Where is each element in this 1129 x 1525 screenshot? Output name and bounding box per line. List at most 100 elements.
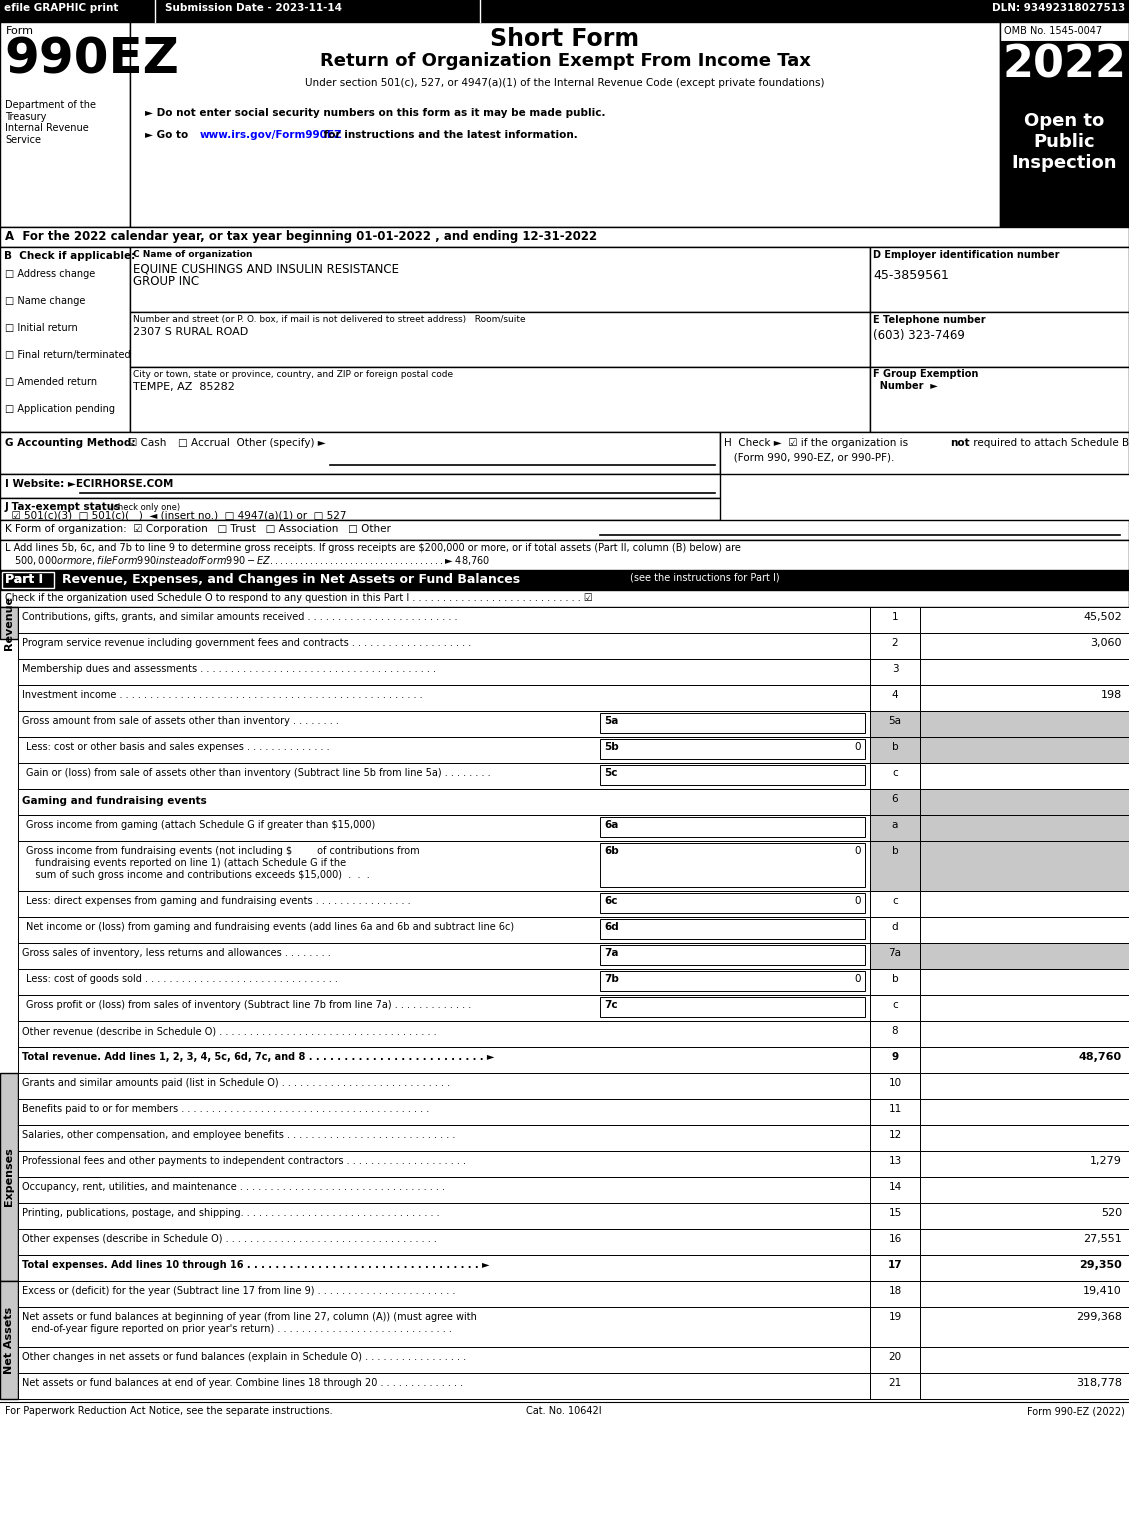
- Text: 29,350: 29,350: [1079, 1260, 1122, 1270]
- Text: Occupancy, rent, utilities, and maintenance . . . . . . . . . . . . . . . . . . : Occupancy, rent, utilities, and maintena…: [21, 1182, 445, 1193]
- Text: Other changes in net assets or fund balances (explain in Schedule O) . . . . . .: Other changes in net assets or fund bala…: [21, 1353, 466, 1362]
- Text: (see the instructions for Part I): (see the instructions for Part I): [630, 573, 780, 583]
- Bar: [870, 1203, 920, 1229]
- Bar: [18, 1347, 870, 1372]
- Text: Cat. No. 10642I: Cat. No. 10642I: [526, 1406, 602, 1417]
- Text: OMB No. 1545-0047: OMB No. 1545-0047: [1004, 26, 1102, 37]
- Text: Number  ►: Number ►: [873, 381, 938, 390]
- Text: 2022: 2022: [1003, 43, 1126, 85]
- Bar: [0, 474, 720, 499]
- Bar: [920, 737, 1129, 762]
- Bar: [920, 762, 1129, 788]
- Bar: [18, 1281, 870, 1307]
- Bar: [870, 994, 920, 1022]
- Bar: [870, 607, 920, 633]
- Bar: [920, 994, 1129, 1022]
- Text: I Website: ►ECIRHORSE.COM: I Website: ►ECIRHORSE.COM: [5, 479, 174, 490]
- Bar: [0, 227, 1129, 247]
- Bar: [18, 1022, 870, 1048]
- Text: 198: 198: [1101, 689, 1122, 700]
- Text: 3,060: 3,060: [1091, 637, 1122, 648]
- Text: www.irs.gov/Form990EZ: www.irs.gov/Form990EZ: [200, 130, 342, 140]
- Text: Number and street (or P. O. box, if mail is not delivered to street address)   R: Number and street (or P. O. box, if mail…: [133, 316, 526, 323]
- Bar: [1000, 107, 1129, 227]
- Text: 6a: 6a: [604, 820, 619, 830]
- Text: 2: 2: [892, 637, 899, 648]
- Text: 5a: 5a: [889, 717, 901, 726]
- Text: 6b: 6b: [604, 846, 619, 856]
- Text: efile GRAPHIC print: efile GRAPHIC print: [5, 3, 119, 14]
- Text: 18: 18: [889, 1286, 902, 1296]
- Bar: [870, 247, 1129, 313]
- Bar: [18, 633, 870, 659]
- Bar: [870, 840, 920, 891]
- Text: D Employer identification number: D Employer identification number: [873, 250, 1059, 259]
- Bar: [0, 540, 1129, 570]
- Bar: [18, 1151, 870, 1177]
- Text: 3: 3: [892, 663, 899, 674]
- Text: 6c: 6c: [604, 897, 618, 906]
- Text: Grants and similar amounts paid (list in Schedule O) . . . . . . . . . . . . . .: Grants and similar amounts paid (list in…: [21, 1078, 450, 1087]
- Text: 0: 0: [855, 974, 861, 984]
- Bar: [0, 499, 720, 520]
- Bar: [599, 714, 865, 734]
- Bar: [870, 762, 920, 788]
- Text: □ Amended return: □ Amended return: [5, 377, 97, 387]
- Bar: [18, 1229, 870, 1255]
- Text: $500,000 or more, file Form 990 instead of Form 990-EZ . . . . . . . . . . . . .: $500,000 or more, file Form 990 instead …: [5, 554, 490, 567]
- Bar: [2, 572, 54, 589]
- Bar: [599, 997, 865, 1017]
- Text: Less: cost of goods sold . . . . . . . . . . . . . . . . . . . . . . . . . . . .: Less: cost of goods sold . . . . . . . .…: [26, 974, 338, 984]
- Text: 7a: 7a: [889, 949, 901, 958]
- Bar: [920, 633, 1129, 659]
- Text: G Accounting Method:: G Accounting Method:: [5, 438, 135, 448]
- Text: 5a: 5a: [604, 717, 619, 726]
- Bar: [18, 1100, 870, 1125]
- Text: Professional fees and other payments to independent contractors . . . . . . . . : Professional fees and other payments to …: [21, 1156, 466, 1167]
- Text: Gross sales of inventory, less returns and allowances . . . . . . . .: Gross sales of inventory, less returns a…: [21, 949, 331, 958]
- Text: 1,279: 1,279: [1091, 1156, 1122, 1167]
- Bar: [920, 1372, 1129, 1398]
- Bar: [0, 570, 1129, 590]
- Bar: [870, 1255, 920, 1281]
- Bar: [18, 711, 870, 737]
- Text: 520: 520: [1101, 1208, 1122, 1218]
- Bar: [18, 1307, 870, 1347]
- Text: EQUINE CUSHINGS AND INSULIN RESISTANCE: EQUINE CUSHINGS AND INSULIN RESISTANCE: [133, 262, 399, 274]
- Bar: [599, 766, 865, 785]
- Bar: [599, 894, 865, 913]
- Bar: [18, 685, 870, 711]
- Text: 5b: 5b: [604, 743, 619, 752]
- Bar: [130, 313, 870, 368]
- Bar: [920, 814, 1129, 840]
- Text: 8: 8: [892, 1026, 899, 1035]
- Bar: [870, 1177, 920, 1203]
- Text: TEMPE, AZ  85282: TEMPE, AZ 85282: [133, 381, 235, 392]
- Text: Net income or (loss) from gaming and fundraising events (add lines 6a and 6b and: Net income or (loss) from gaming and fun…: [26, 923, 514, 932]
- Bar: [920, 685, 1129, 711]
- Text: Gross profit or (loss) from sales of inventory (Subtract line 7b from line 7a) .: Gross profit or (loss) from sales of inv…: [26, 1000, 471, 1010]
- Text: Revenue, Expenses, and Changes in Net Assets or Fund Balances: Revenue, Expenses, and Changes in Net As…: [62, 573, 520, 586]
- Text: 5c: 5c: [604, 769, 618, 778]
- Text: 6: 6: [892, 795, 899, 804]
- Bar: [920, 659, 1129, 685]
- Bar: [599, 817, 865, 837]
- Text: A  For the 2022 calendar year, or tax year beginning 01-01-2022 , and ending 12-: A For the 2022 calendar year, or tax yea…: [5, 230, 597, 242]
- Text: Less: direct expenses from gaming and fundraising events . . . . . . . . . . . .: Less: direct expenses from gaming and fu…: [26, 897, 411, 906]
- Bar: [0, 1281, 18, 1398]
- Bar: [0, 21, 130, 227]
- Text: B  Check if applicable:: B Check if applicable:: [5, 252, 135, 261]
- Text: Gain or (loss) from sale of assets other than inventory (Subtract line 5b from l: Gain or (loss) from sale of assets other…: [26, 769, 491, 778]
- Text: 48,760: 48,760: [1079, 1052, 1122, 1061]
- Bar: [920, 1307, 1129, 1347]
- Text: □ Application pending: □ Application pending: [5, 404, 115, 413]
- Text: Net Assets: Net Assets: [5, 1307, 14, 1374]
- Bar: [599, 740, 865, 759]
- Bar: [18, 737, 870, 762]
- Bar: [920, 1151, 1129, 1177]
- Bar: [870, 1347, 920, 1372]
- Text: for instructions and the latest information.: for instructions and the latest informat…: [320, 130, 578, 140]
- Text: 0: 0: [855, 897, 861, 906]
- Bar: [870, 1151, 920, 1177]
- Bar: [920, 1125, 1129, 1151]
